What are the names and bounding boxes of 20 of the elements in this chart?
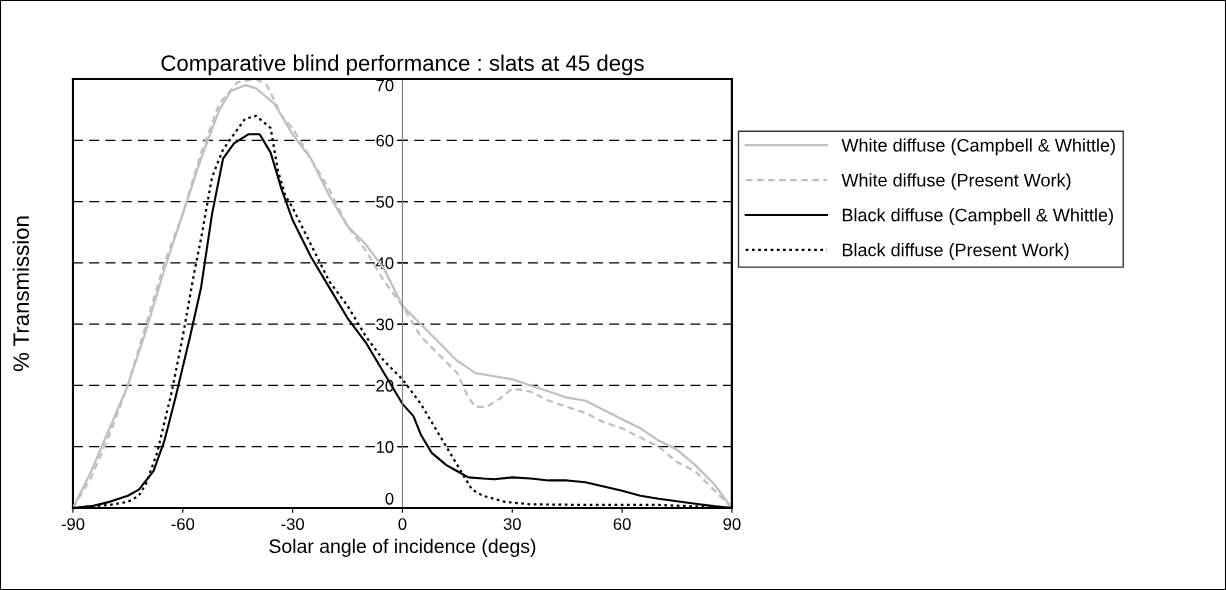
x-axis-title: Solar angle of incidence (degs) [269,538,536,557]
x-tick-label: -30 [281,518,304,530]
chart-title: Comparative blind performance : slats at 45 degs [161,54,644,76]
legend-label: White diffuse (Campbell & Whittle) [841,138,1115,156]
x-tick-label: 60 [613,518,631,530]
x-tick-label: 30 [503,518,521,530]
y-tick-label: 50 [376,196,394,208]
y-axis-title: % Transmission [12,216,30,372]
y-tick-label: 10 [376,441,394,453]
x-tick-label: -90 [61,518,85,530]
legend-label: Black diffuse (Campbell & Whittle) [842,208,1113,226]
x-tick-label: -60 [171,518,195,530]
y-tick-label: 30 [376,318,394,331]
x-tick-label: 0 [398,518,407,530]
y-tick-label: 60 [376,134,394,147]
x-tick-label: 90 [723,518,741,530]
y-tick-label: 0 [385,492,394,505]
legend-label: Black diffuse (Present Work) [842,243,1069,260]
legend-label: White diffuse (Present Work) [841,173,1071,191]
y-tick-label: 70 [376,79,394,92]
